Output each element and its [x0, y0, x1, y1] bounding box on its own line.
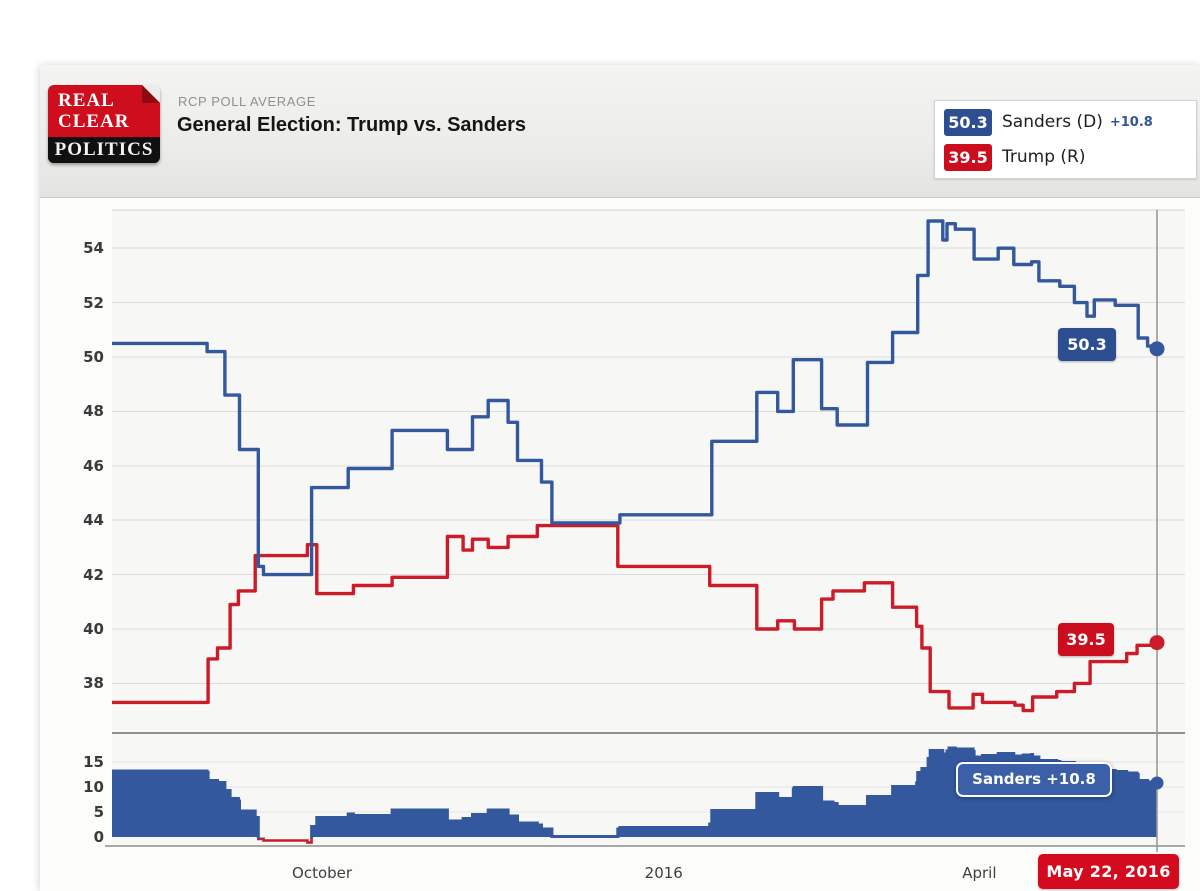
chart-eyebrow: RCP POLL AVERAGE — [178, 94, 316, 109]
legend-value-badge: 39.5 — [944, 143, 992, 171]
y-tick-main-52: 52 — [83, 293, 104, 312]
y-tick-main-40: 40 — [83, 620, 104, 638]
y-tick-main-46: 46 — [83, 456, 104, 475]
y-tick-spread-5: 5 — [93, 803, 104, 821]
rcp-logo-line2: CLEAR — [58, 111, 130, 132]
legend-delta: +10.8 — [1109, 114, 1153, 130]
card-header: REAL CLEAR POLITICS RCP POLL AVERAGE Gen… — [40, 65, 1200, 198]
sanders-end-dot — [1149, 341, 1165, 357]
rcp-logo-text: REAL CLEAR — [58, 90, 130, 132]
y-tick-main-44: 44 — [83, 511, 104, 530]
trump-end-dot — [1149, 635, 1165, 651]
spread-area — [112, 748, 1157, 837]
spread-end-dot — [1150, 776, 1164, 790]
y-tick-spread-0: 0 — [93, 828, 104, 846]
y-tick-main-42: 42 — [83, 565, 104, 584]
poll-average-chart[interactable] — [40, 196, 1200, 891]
plot-background — [112, 210, 1185, 846]
x-tick-april: April — [962, 864, 997, 882]
sanders-line — [112, 219, 1159, 577]
rcp-logo-line3: POLITICS — [48, 137, 160, 163]
legend-value-badge: 50.3 — [944, 108, 992, 136]
rcp-logo: REAL CLEAR POLITICS — [48, 85, 160, 163]
legend-label: Sanders (D) — [1002, 112, 1103, 132]
legend-box: 50.3 Sanders (D) +10.8 39.5 Trump (R) — [934, 100, 1197, 179]
y-tick-spread-15: 15 — [83, 753, 104, 771]
y-tick-main-54: 54 — [83, 239, 104, 258]
sanders-value-badge: 50.3 — [1058, 328, 1116, 361]
hover-date-badge: May 22, 2016 — [1038, 854, 1179, 889]
legend-row-trump: 39.5 Trump (R) — [944, 143, 1187, 171]
x-tick-october: October — [292, 864, 353, 882]
y-tick-spread-10: 10 — [83, 778, 104, 796]
y-tick-main-38: 38 — [83, 674, 104, 693]
trump-value-badge: 39.5 — [1058, 623, 1114, 656]
y-tick-main-48: 48 — [83, 402, 104, 421]
x-tick-2016: 2016 — [644, 864, 683, 882]
y-tick-main-50: 50 — [83, 348, 104, 366]
trump-line — [112, 523, 1159, 713]
legend-row-sanders: 50.3 Sanders (D) +10.8 — [944, 108, 1187, 136]
spread-tooltip: Sanders +10.8 — [956, 762, 1112, 797]
page-title: General Election: Trump vs. Sanders — [177, 114, 527, 136]
legend-label: Trump (R) — [1002, 147, 1086, 167]
rcp-logo-line1: REAL — [58, 90, 115, 111]
